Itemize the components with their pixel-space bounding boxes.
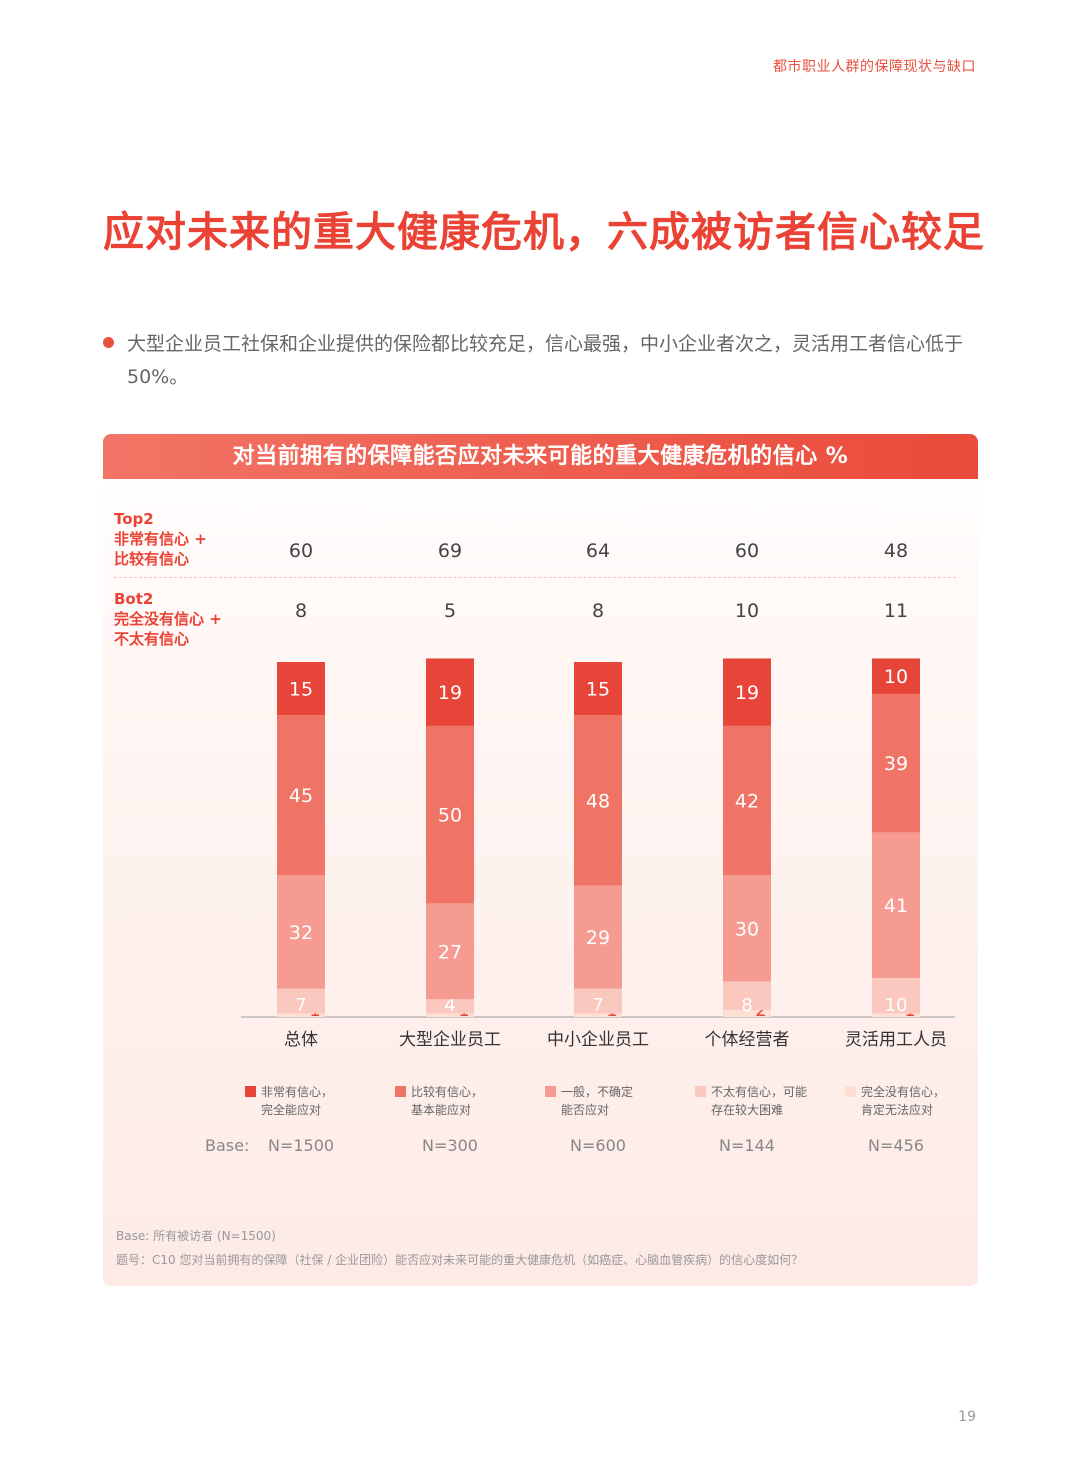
bar-value-label: 50: [438, 805, 462, 827]
legend-swatch: [695, 1086, 706, 1097]
bar-value-label: 27: [438, 941, 462, 963]
base-n-value: N=144: [719, 1136, 775, 1155]
bar-segment: [872, 658, 920, 694]
bot2-value: 10: [734, 600, 760, 622]
category-label: 总体: [284, 1030, 318, 1050]
top2-value: 60: [734, 540, 760, 562]
top2-value: 48: [883, 540, 909, 562]
bar-value-label: 39: [884, 753, 908, 775]
bar-value-label: 45: [289, 785, 313, 807]
bar-segment: [723, 981, 771, 1010]
bar-segment: [723, 1009, 771, 1017]
footnote-question: 题号：C10 您对当前拥有的保障（社保 / 企业团险）能否应对未来可能的重大健康…: [116, 1253, 804, 1267]
bar-segment: [574, 988, 622, 1014]
bar-segment: [426, 658, 474, 726]
bar-segment: [426, 725, 474, 904]
legend-item: 非常有信心， 完全能应对: [245, 1083, 333, 1119]
top2-value: 69: [437, 540, 463, 562]
bar-value-label: 19: [438, 682, 462, 704]
bar-value-label: 29: [586, 927, 610, 949]
bar-segment: [872, 832, 920, 978]
legend-swatch: [845, 1086, 856, 1097]
bar-value-label: 10: [884, 666, 908, 688]
category-label: 中小企业员工: [547, 1030, 649, 1050]
bar-segment: [574, 1013, 622, 1017]
bot2-label: Bot2 完全没有信心 + 不太有信心: [114, 590, 222, 648]
bar-value-label: 7: [592, 995, 603, 1016]
bar-segment: [277, 715, 325, 875]
bar-segment: [723, 875, 771, 982]
bar-value-label: 7: [295, 995, 306, 1016]
base-n-value: N=600: [570, 1136, 626, 1155]
bar-value-label: 15: [289, 679, 313, 701]
bar-segment: [277, 1013, 325, 1017]
bar-segment: [574, 662, 622, 716]
bullet-dot-icon: [103, 337, 114, 348]
category-label: 灵活用工人员: [845, 1030, 947, 1050]
bar-segment: [872, 977, 920, 1014]
legend-item: 比较有信心， 基本能应对: [395, 1083, 483, 1119]
summary-bullet: 大型企业员工社保和企业提供的保险都比较充足，信心最强，中小企业者次之，灵活用工者…: [103, 328, 983, 394]
chart-title: 对当前拥有的保障能否应对未来可能的重大健康危机的信心 %: [103, 434, 978, 479]
stacked-bar-chart: 17324515总体14275019大型企业员工17294815中小企业员工28…: [241, 658, 955, 1050]
bar-segment: [574, 885, 622, 989]
bar-value-label: 4: [444, 995, 455, 1016]
bar-value-label: 30: [735, 918, 759, 940]
base-n-value: N=1500: [267, 1136, 335, 1155]
bot2-value: 11: [883, 600, 909, 622]
legend-item: 不太有信心，可能 存在较大困难: [695, 1083, 807, 1119]
row-divider: [114, 577, 956, 578]
bar-segment: [872, 1013, 920, 1017]
bar-value-label: 48: [586, 790, 610, 812]
base-n-value: N=300: [422, 1136, 478, 1155]
report-header-title: 都市职业人群的保障现状与缺口: [773, 59, 976, 75]
bar-segment: [426, 999, 474, 1014]
legend-label: 比较有信心， 基本能应对: [411, 1085, 484, 1117]
bot2-value: 8: [591, 600, 605, 622]
bar-segment: [723, 725, 771, 875]
bar-value-label: 42: [735, 790, 759, 812]
bar-segment: [426, 1013, 474, 1017]
legend-label: 一般，不确定 能否应对: [561, 1085, 634, 1117]
bar-value-label: 2: [755, 1000, 766, 1021]
bar-value-label: 41: [884, 895, 908, 917]
legend-label: 完全没有信心， 肯定无法应对: [861, 1085, 946, 1117]
bar-segment: [574, 715, 622, 886]
chart-card: 对当前拥有的保障能否应对未来可能的重大健康危机的信心 % Top2 非常有信心 …: [103, 434, 978, 1286]
bar-segment: [426, 903, 474, 1000]
category-label: 个体经营者: [705, 1030, 790, 1050]
bar-segment: [277, 988, 325, 1014]
bar-segment: [277, 875, 325, 989]
base-n-value: N=456: [868, 1136, 924, 1155]
legend-item: 完全没有信心， 肯定无法应对: [845, 1083, 945, 1119]
page-title: 应对未来的重大健康危机，六成被访者信心较足: [103, 208, 985, 256]
legend-swatch: [545, 1086, 556, 1097]
legend-item: 一般，不确定 能否应对: [545, 1083, 633, 1119]
legend-label: 不太有信心，可能 存在较大困难: [711, 1085, 808, 1117]
bar-value-label: 8: [741, 995, 752, 1016]
bar-value-label: 19: [735, 682, 759, 704]
top2-value: 64: [585, 540, 611, 562]
bar-segment: [872, 693, 920, 833]
legend-swatch: [245, 1086, 256, 1097]
bar-value-label: 15: [586, 679, 610, 701]
top2-value: 60: [288, 540, 314, 562]
category-label: 大型企业员工: [399, 1030, 501, 1050]
legend-swatch: [395, 1086, 406, 1097]
bar-segment: [277, 662, 325, 716]
bot2-value: 5: [443, 600, 457, 622]
summary-text: 大型企业员工社保和企业提供的保险都比较充足，信心最强，中小企业者次之，灵活用工者…: [127, 333, 964, 388]
footnote-base: Base: 所有被访者 (N=1500): [116, 1229, 276, 1243]
base-label: Base:: [205, 1136, 250, 1155]
page-number: 19: [958, 1409, 976, 1425]
bar-segment: [723, 658, 771, 726]
legend-label: 非常有信心， 完全能应对: [261, 1085, 334, 1117]
top2-label: Top2 非常有信心 + 比较有信心: [114, 510, 207, 568]
bar-value-label: 10: [885, 995, 908, 1016]
bar-value-label: 32: [289, 922, 313, 944]
bot2-value: 8: [294, 600, 308, 622]
